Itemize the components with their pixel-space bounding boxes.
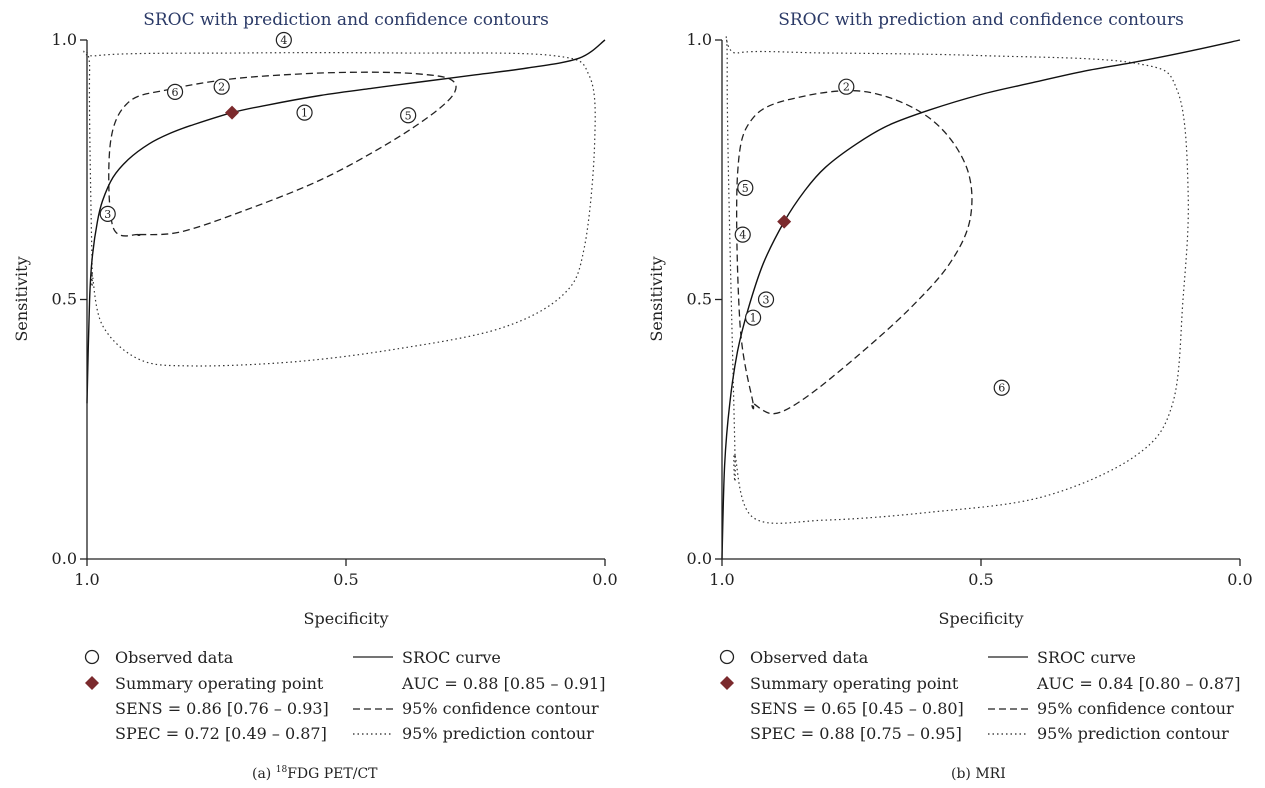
y-tick-label: 0.5 [52, 290, 77, 309]
caption-main: MRI [975, 766, 1005, 782]
observed-point-label: 2 [843, 81, 850, 94]
prediction-contour [725, 36, 1189, 524]
axis-ticks: 0.0 0.5 1.0 1.0 0.5 0.0 [52, 30, 618, 589]
legend-sens: SENS = 0.86 [0.76 – 0.93] [115, 699, 329, 718]
observed-point-label: 3 [104, 208, 111, 221]
x-tick-label: 1.0 [709, 570, 734, 589]
y-tick-label: 1.0 [687, 30, 712, 49]
summary-operating-point [225, 105, 240, 120]
legend-summary-marker [85, 676, 99, 690]
y-tick-label: 0.5 [687, 290, 712, 309]
legend-spec: SPEC = 0.88 [0.75 – 0.95] [750, 724, 962, 743]
chart-title: SROC with prediction and confidence cont… [778, 10, 1184, 30]
observed-point-label: 4 [280, 34, 287, 47]
confidence-contour [108, 71, 457, 237]
chart-b-svg: SROC with prediction and confidence cont… [647, 10, 1253, 782]
figure-caption: (b) MRI [951, 766, 1006, 782]
legend-auc: AUC = 0.84 [0.80 – 0.87] [1036, 674, 1240, 693]
legend-confidence: 95% confidence contour [1037, 699, 1234, 718]
observed-point-circle [993, 379, 1010, 396]
observed-point-circle [737, 179, 754, 197]
plot-area: 1 2 3 4 5 6 [721, 36, 1241, 560]
x-tick-label: 0.5 [968, 570, 993, 589]
legend-summary: Summary operating point [115, 674, 324, 693]
legend-observed-marker [84, 649, 100, 665]
y-axis-label: Sensitivity [647, 256, 666, 341]
observed-point: 5 [400, 107, 417, 124]
sroc-curve [721, 39, 1241, 560]
legend-spec: SPEC = 0.72 [0.49 – 0.87] [115, 724, 327, 743]
observed-point-circle [838, 78, 855, 95]
prediction-contour [83, 50, 596, 367]
observed-point-circle [757, 291, 775, 308]
chart-panel-a: SROC with prediction and confidence cont… [0, 0, 632, 788]
legend-sens: SENS = 0.65 [0.45 – 0.80] [750, 699, 964, 718]
y-tick-label: 0.0 [52, 549, 77, 568]
x-axis-label: Specificity [304, 609, 389, 628]
observed-point: 1 [744, 309, 762, 326]
axis-ticks: 0.0 0.5 1.0 1.0 0.5 0.0 [687, 30, 1253, 589]
chart-a-svg: SROC with prediction and confidence cont… [12, 10, 618, 782]
x-tick-label: 0.5 [333, 570, 358, 589]
legend-observed: Observed data [750, 648, 869, 667]
plot-area: 1 2 3 4 5 6 [83, 31, 606, 404]
observed-point-circle [744, 309, 762, 326]
x-tick-label: 1.0 [74, 570, 99, 589]
caption-prefix: (b) [951, 766, 975, 782]
observed-point: 3 [99, 205, 116, 222]
legend-observed: Observed data [115, 648, 234, 667]
observed-point-label: 2 [218, 81, 225, 94]
legend-confidence: 95% confidence contour [402, 699, 599, 718]
x-tick-label: 0.0 [1227, 570, 1252, 589]
y-tick-label: 0.0 [687, 549, 712, 568]
x-axis-label: Specificity [939, 609, 1024, 628]
observed-point-label: 5 [742, 182, 749, 195]
chart-title: SROC with prediction and confidence cont… [143, 10, 549, 30]
observed-point-circle [734, 226, 751, 243]
legend-sroc: SROC curve [1037, 648, 1136, 667]
legend-summary: Summary operating point [750, 674, 959, 693]
legend-sroc: SROC curve [402, 648, 501, 667]
observed-point: 1 [296, 104, 313, 121]
observed-point-circle [99, 205, 116, 222]
observed-point: 4 [275, 31, 292, 49]
legend-summary-marker [720, 676, 734, 690]
observed-point: 5 [737, 179, 754, 197]
sroc-curve [86, 39, 606, 404]
caption-prefix: (a) [252, 766, 276, 782]
confidence-contour [735, 89, 973, 415]
observed-point: 6 [993, 379, 1010, 396]
legend-observed-marker [719, 649, 735, 665]
observed-point-label: 3 [763, 294, 770, 307]
legend: Observed data Summary operating point SE… [84, 648, 605, 743]
observed-point-label: 4 [739, 229, 746, 242]
figure-caption: (a) 18FDG PET/CT [252, 765, 378, 782]
observed-point-circle [213, 78, 230, 95]
observed-point-circle [400, 107, 417, 124]
legend-auc: AUC = 0.88 [0.85 – 0.91] [401, 674, 605, 693]
observed-point: 2 [838, 78, 855, 95]
observed-point-circle [275, 31, 292, 49]
legend-prediction: 95% prediction contour [1037, 724, 1229, 743]
observed-point-circle [166, 83, 184, 101]
x-tick-label: 0.0 [592, 570, 617, 589]
observed-point: 2 [213, 78, 230, 95]
legend: Observed data Summary operating point SE… [719, 648, 1240, 743]
y-tick-label: 1.0 [52, 30, 77, 49]
y-axis-label: Sensitivity [12, 256, 31, 341]
chart-panel-b: SROC with prediction and confidence cont… [635, 0, 1265, 788]
observed-point: 4 [734, 226, 751, 243]
observed-point-label: 5 [405, 109, 412, 122]
observed-point: 6 [166, 83, 184, 101]
observed-point-label: 1 [750, 312, 757, 325]
summary-operating-point [777, 214, 792, 229]
legend-prediction: 95% prediction contour [402, 724, 594, 743]
observed-point: 3 [757, 291, 775, 308]
caption-main: FDG PET/CT [287, 766, 378, 782]
caption-superscript: 18 [276, 765, 288, 775]
observed-point-circle [296, 104, 313, 121]
observed-point-label: 6 [172, 86, 179, 99]
observed-point-label: 6 [998, 382, 1005, 395]
observed-point-label: 1 [301, 107, 308, 120]
